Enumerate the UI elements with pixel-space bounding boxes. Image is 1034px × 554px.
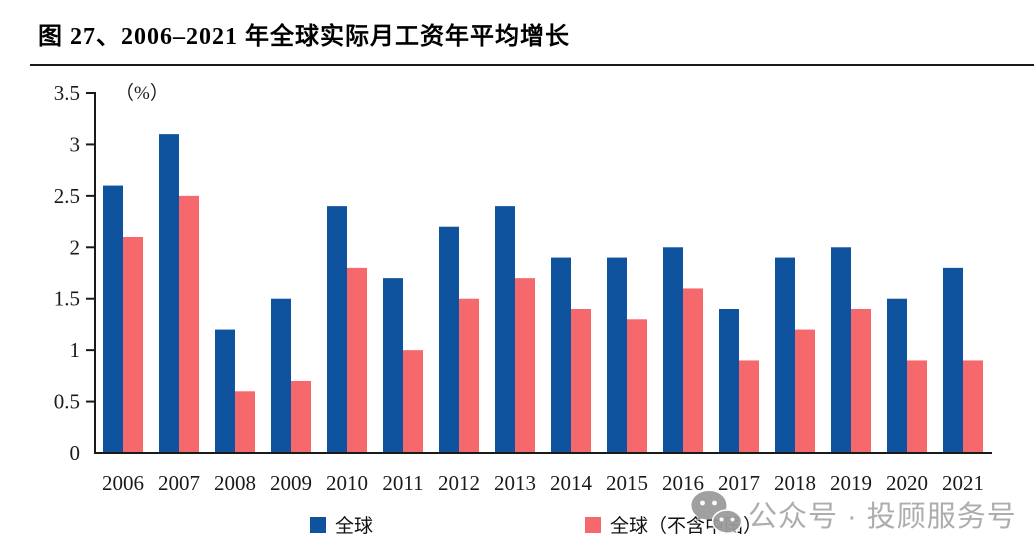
- x-tick-label-2007: 2007: [158, 471, 200, 495]
- bar-global-2016: [663, 247, 683, 453]
- bar-global-2020: [887, 298, 907, 453]
- bar-global-2015: [607, 257, 627, 453]
- x-tick-label-2015: 2015: [606, 471, 648, 495]
- bar-global-ex-china-2019: [851, 309, 871, 453]
- bar-global-ex-china-2010: [347, 267, 367, 453]
- bar-global-ex-china-2006: [123, 237, 143, 453]
- y-axis-unit-label: （%）: [115, 82, 169, 104]
- x-tick-label-2017: 2017: [718, 471, 760, 495]
- bar-global-2009: [271, 298, 291, 453]
- bar-global-2021: [943, 267, 963, 453]
- x-tick-label-2012: 2012: [438, 471, 480, 495]
- bar-global-ex-china-2011: [403, 350, 423, 453]
- x-tick-label-2010: 2010: [326, 471, 368, 495]
- x-tick-label-2006: 2006: [102, 471, 144, 495]
- y-tick-label-0: 0: [70, 441, 81, 465]
- y-tick-label-1: 1: [70, 338, 81, 362]
- y-tick-label-2: 2: [70, 235, 81, 259]
- bar-global-2019: [831, 247, 851, 453]
- x-tick-label-2016: 2016: [662, 471, 704, 495]
- bar-global-ex-china-2013: [515, 278, 535, 453]
- watermark: 公众号 · 投顾服务号: [688, 486, 1028, 542]
- bar-global-ex-china-2007: [179, 195, 199, 453]
- x-tick-label-2009: 2009: [270, 471, 312, 495]
- title-divider: [30, 64, 1034, 66]
- bar-global-ex-china-2017: [739, 360, 759, 453]
- x-tick-label-2020: 2020: [886, 471, 928, 495]
- bar-global-ex-china-2018: [795, 329, 815, 453]
- bar-global-ex-china-2014: [571, 309, 591, 453]
- x-tick-label-2014: 2014: [550, 471, 593, 495]
- axes: [94, 92, 992, 454]
- wechat-icon: [691, 491, 743, 537]
- x-tick-label-2019: 2019: [830, 471, 872, 495]
- y-tick-label-1.5: 1.5: [54, 287, 80, 311]
- bar-global-ex-china-2016: [683, 288, 703, 453]
- bar-global-2011: [383, 278, 403, 453]
- x-tick-label-2013: 2013: [494, 471, 536, 495]
- bar-global-2018: [775, 257, 795, 453]
- legend-label-global: 全球: [335, 516, 374, 537]
- bar-global-2013: [495, 206, 515, 453]
- bar-global-2010: [327, 206, 347, 453]
- legend-item-global: 全球: [310, 511, 373, 538]
- bar-global-2008: [215, 329, 235, 453]
- y-tick-label-0.5: 0.5: [54, 390, 80, 414]
- bar-global-2014: [551, 257, 571, 453]
- x-tick-label-2018: 2018: [774, 471, 816, 495]
- chart-title: 图 27、2006–2021 年全球实际月工资年平均增长: [38, 24, 570, 50]
- bar-global-ex-china-2020: [907, 360, 927, 453]
- bar-global-ex-china-2012: [459, 298, 479, 453]
- y-tick-label-3: 3: [70, 132, 81, 156]
- legend-swatch-global: [310, 516, 326, 533]
- x-tick-label-2011: 2011: [382, 471, 423, 495]
- y-tick-label-2.5: 2.5: [54, 184, 80, 208]
- y-tick-label-3.5: 3.5: [54, 81, 80, 105]
- bar-global-ex-china-2015: [627, 319, 647, 453]
- x-tick-label-2008: 2008: [214, 471, 256, 495]
- bar-global-2006: [103, 185, 123, 454]
- bar-global-2012: [439, 226, 459, 453]
- bar-global-ex-china-2021: [963, 360, 983, 453]
- watermark-text: 公众号 · 投顾服务号: [748, 501, 1017, 533]
- bar-global-2007: [159, 134, 179, 453]
- bar-global-ex-china-2009: [291, 381, 311, 453]
- x-tick-label-2021: 2021: [942, 471, 984, 495]
- bar-global-ex-china-2008: [235, 391, 255, 453]
- legend-swatch-global-ex-china: [585, 516, 601, 533]
- bar-global-2017: [719, 309, 739, 453]
